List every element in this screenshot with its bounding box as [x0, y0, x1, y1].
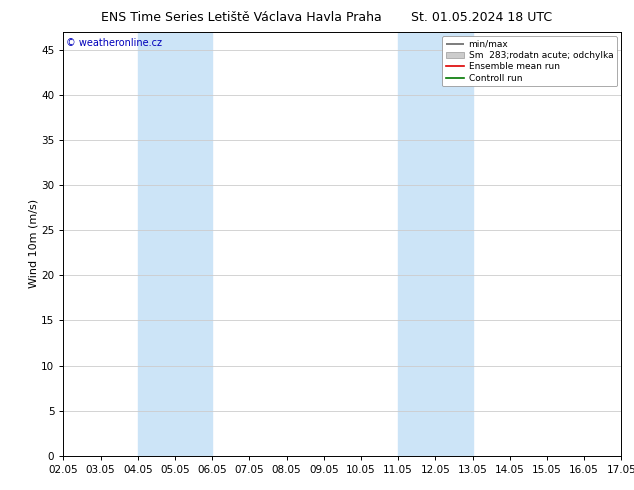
Legend: min/max, Sm  283;rodatn acute; odchylka, Ensemble mean run, Controll run: min/max, Sm 283;rodatn acute; odchylka, … — [443, 36, 617, 86]
Y-axis label: Wind 10m (m/s): Wind 10m (m/s) — [29, 199, 38, 288]
Bar — [398, 32, 472, 456]
Bar — [138, 32, 212, 456]
Text: St. 01.05.2024 18 UTC: St. 01.05.2024 18 UTC — [411, 11, 552, 24]
Text: © weatheronline.cz: © weatheronline.cz — [66, 38, 162, 48]
Text: ENS Time Series Letiště Václava Havla Praha: ENS Time Series Letiště Václava Havla Pr… — [101, 11, 381, 24]
